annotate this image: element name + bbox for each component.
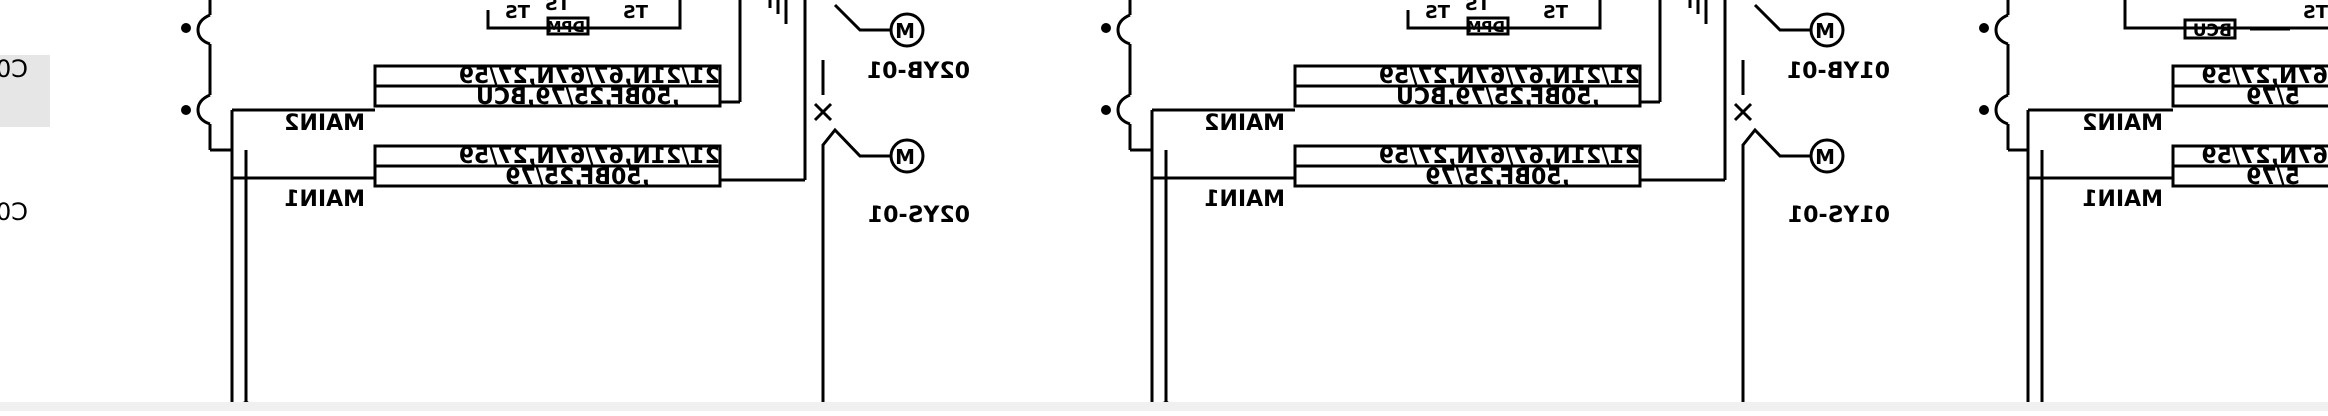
bottom-status-strip: [0, 402, 2328, 411]
side-label-bottom: C0: [0, 198, 28, 226]
bay1-motor-top: M: [895, 19, 915, 43]
bay3-main1: MAIN1: [2082, 187, 2163, 212]
bay2-dpm: DPM: [1467, 18, 1505, 36]
bay2-ts-left: TS: [1425, 2, 1450, 23]
bay2-relay-bot-sub: ,50BF,25/79: [1425, 165, 1570, 190]
bay1-dpm: DPM: [547, 18, 585, 36]
bay2-ts-right: TS: [1543, 2, 1568, 23]
bay2-relay-bot: 21/21N,67/67N,27/59: [1379, 144, 1640, 169]
bay3-ts-right: TS: [2303, 2, 2328, 23]
bay1-motor-bot: M: [895, 145, 915, 169]
bay-1: [196, 0, 925, 411]
bay2-ts-mid: TS: [1465, 0, 1490, 15]
bay1-motor-bot-label: 02YS-01: [868, 203, 970, 228]
bay1-motor-top-label: 02YB-01: [867, 59, 970, 84]
bay2-relay-top: 21/21N,67/67N,27/59: [1379, 64, 1640, 89]
selection-highlight[interactable]: [0, 55, 50, 127]
bay3-main2: MAIN2: [2082, 111, 2163, 136]
bay1-ts-left: TS: [505, 2, 530, 23]
side-label-top: C0: [0, 55, 28, 83]
bay1-relay-bot: 21/21N,67/67N,27/59: [459, 144, 720, 169]
bay2-motor-top: M: [1815, 19, 1835, 43]
bay1-relay-top: 21/21N,67/67N,27/59: [459, 64, 720, 89]
bay-2: [1116, 0, 1845, 411]
bay1-relay-bot-sub: ,50BF,25/79: [505, 165, 650, 190]
bay3-relay-bot-sub: 5/79: [2246, 165, 2300, 190]
bay3-relay-top-sub: 5/79: [2246, 85, 2300, 110]
bay2-main1: MAIN1: [1204, 187, 1285, 212]
bay2-motor-bot-label: 01YS-01: [1788, 203, 1890, 228]
bay1-ts-right: TS: [623, 2, 648, 23]
bay1-main1: MAIN1: [284, 187, 365, 212]
bay3-relay-bot: 67N,27/59: [2201, 144, 2328, 169]
bay1-main2: MAIN2: [284, 111, 365, 136]
bay3-relay-top: 67N,27/59: [2201, 64, 2328, 89]
bay2-motor-bot: M: [1815, 145, 1835, 169]
bay2-relay-top-sub: ,50BF,25/79,BCU: [1396, 85, 1600, 110]
bay1-relay-top-sub: ,50BF,25/79,BCU: [476, 85, 680, 110]
bay2-motor-top-label: 01YB-01: [1787, 59, 1890, 84]
bay3-bcu: BCU: [2193, 21, 2232, 41]
bay-3: [1994, 0, 2328, 411]
bay2-main2: MAIN2: [1204, 111, 1285, 136]
bay1-ts-mid: TS: [545, 0, 570, 15]
